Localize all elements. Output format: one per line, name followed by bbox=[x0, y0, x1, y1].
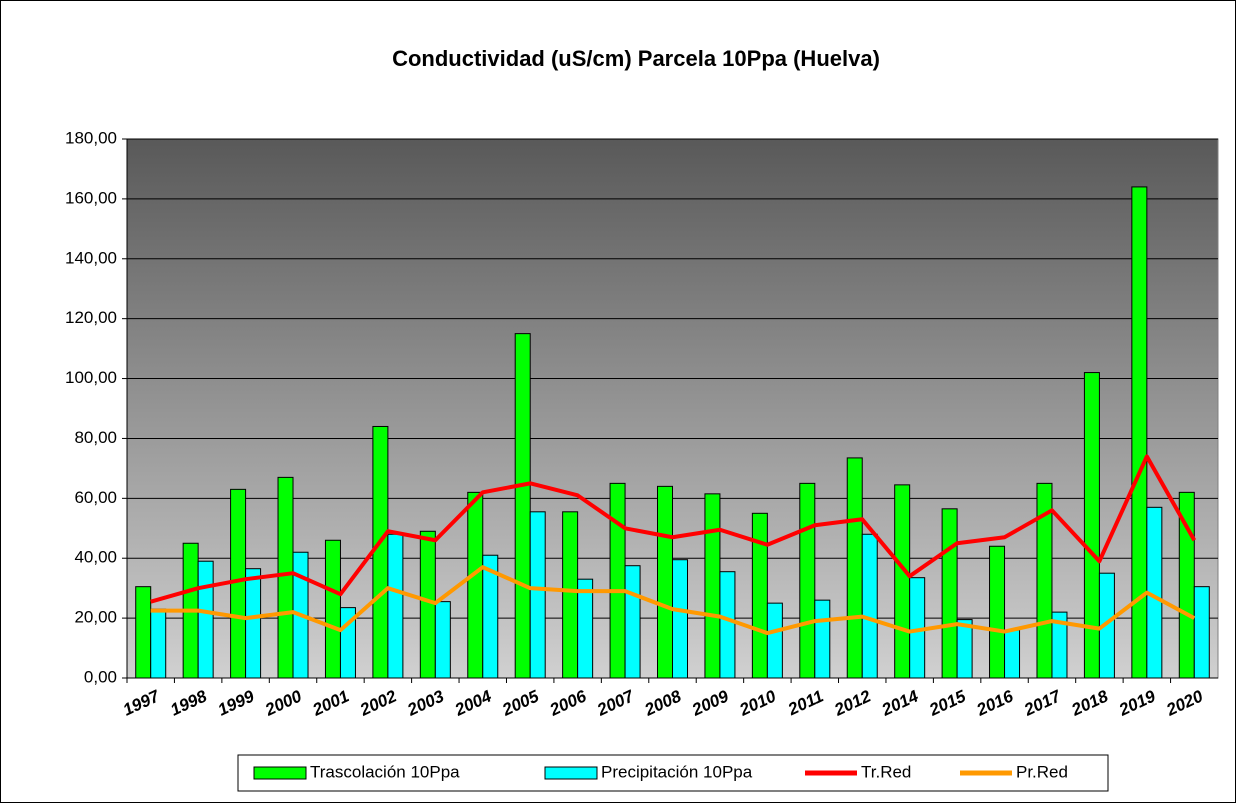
bar bbox=[861, 533, 878, 679]
bar bbox=[989, 545, 1006, 679]
legend-swatch bbox=[253, 766, 307, 780]
bar bbox=[577, 578, 594, 679]
bar bbox=[956, 619, 973, 679]
bar bbox=[562, 511, 579, 679]
legend-label: Tr.Red bbox=[861, 762, 911, 781]
bar bbox=[529, 511, 546, 679]
bar bbox=[387, 533, 404, 679]
bar bbox=[672, 559, 688, 679]
bar bbox=[1004, 629, 1021, 679]
y-tick-label: 40,00 bbox=[74, 548, 117, 567]
y-tick-label: 160,00 bbox=[65, 188, 117, 207]
y-tick-label: 60,00 bbox=[74, 488, 117, 507]
bar bbox=[245, 568, 262, 679]
y-tick-label: 80,00 bbox=[74, 428, 117, 447]
legend-label: Precipitación 10Ppa bbox=[601, 762, 753, 781]
y-tick-label: 100,00 bbox=[65, 368, 117, 387]
legend: Trascolación 10Ppa Precipitación 10Ppa Tr.… bbox=[237, 754, 1109, 792]
bar bbox=[419, 530, 436, 679]
y-tick-label: 140,00 bbox=[65, 248, 117, 267]
bar bbox=[719, 571, 736, 679]
y-tick-label: 0,00 bbox=[84, 667, 117, 686]
bar bbox=[766, 602, 783, 679]
bar bbox=[1193, 586, 1210, 679]
bar bbox=[135, 586, 152, 679]
y-tick-label: 120,00 bbox=[65, 308, 117, 327]
legend-label: Trascolación 10Ppa bbox=[310, 762, 460, 781]
bar bbox=[277, 476, 294, 679]
bar bbox=[372, 425, 389, 679]
bar bbox=[434, 601, 451, 679]
bar bbox=[467, 491, 484, 679]
bar bbox=[846, 457, 863, 679]
bar bbox=[324, 539, 341, 679]
line-series bbox=[150, 565, 1196, 636]
bar bbox=[894, 484, 911, 679]
bar bbox=[514, 333, 531, 679]
bar bbox=[197, 560, 214, 679]
y-tick-label: 20,00 bbox=[74, 608, 117, 627]
bar bbox=[624, 565, 641, 679]
bar bbox=[941, 508, 958, 679]
bar bbox=[150, 608, 167, 679]
legend-label: Pr.Red bbox=[1016, 762, 1068, 781]
bar bbox=[704, 493, 721, 679]
y-tick-label: 180,00 bbox=[65, 128, 117, 147]
bar bbox=[814, 599, 831, 679]
bar bbox=[799, 482, 816, 679]
legend-swatch bbox=[544, 766, 598, 780]
line-series bbox=[150, 454, 1197, 604]
bar bbox=[230, 488, 247, 679]
bar bbox=[609, 482, 626, 679]
bar bbox=[751, 512, 768, 679]
bar bbox=[1083, 372, 1100, 679]
bar bbox=[657, 485, 673, 679]
chart-title: Conductividad (uS/cm) Parcela 10Ppa (Hue… bbox=[392, 46, 880, 71]
